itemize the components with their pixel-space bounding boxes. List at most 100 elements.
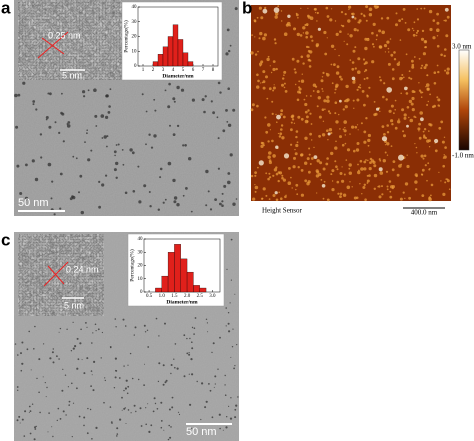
particle xyxy=(254,36,256,38)
particle xyxy=(278,135,282,138)
particle xyxy=(342,108,345,111)
particle xyxy=(273,38,277,41)
particle xyxy=(386,142,390,146)
particle xyxy=(357,57,361,61)
particle xyxy=(21,362,24,365)
particle xyxy=(335,32,339,37)
particle xyxy=(302,32,305,34)
particle xyxy=(20,352,22,355)
particle xyxy=(303,98,306,101)
particle xyxy=(426,139,430,143)
particle xyxy=(86,129,88,131)
particle xyxy=(363,183,366,186)
particle xyxy=(389,38,392,40)
particle xyxy=(87,158,91,162)
particle xyxy=(356,98,360,102)
particle xyxy=(118,377,121,379)
particle xyxy=(267,140,270,143)
particle xyxy=(79,342,82,345)
particle xyxy=(373,5,376,8)
particle xyxy=(93,88,97,92)
particle xyxy=(305,31,309,35)
particle xyxy=(434,149,438,153)
particle xyxy=(349,34,353,38)
particle xyxy=(272,194,276,197)
particle xyxy=(205,318,208,320)
particle xyxy=(344,13,347,16)
particle xyxy=(21,341,24,344)
particle xyxy=(154,109,157,112)
particle xyxy=(269,176,272,179)
particle xyxy=(38,358,41,361)
particle xyxy=(293,156,296,160)
particle xyxy=(307,46,310,49)
particle xyxy=(426,74,429,77)
particle xyxy=(121,396,123,399)
lattice-line xyxy=(43,261,69,287)
particle xyxy=(390,145,393,148)
particle xyxy=(402,7,406,11)
particle xyxy=(86,132,88,135)
particle xyxy=(158,335,160,337)
particle xyxy=(356,124,359,126)
particle xyxy=(330,131,333,135)
y-axis-label: Percentage(%) xyxy=(122,20,129,53)
particle xyxy=(50,197,53,200)
particle xyxy=(229,153,233,157)
particle xyxy=(401,18,404,21)
particle xyxy=(365,5,369,9)
particle xyxy=(300,169,304,172)
particle xyxy=(52,348,54,350)
particle xyxy=(207,190,210,193)
y-tick-label: 0 xyxy=(134,64,137,69)
bar xyxy=(186,271,194,293)
bar xyxy=(199,287,207,293)
particle xyxy=(109,88,112,91)
particle xyxy=(327,110,331,113)
panel-label: b xyxy=(242,0,252,17)
particle xyxy=(408,70,411,73)
channel-label: Height Sensor xyxy=(262,207,303,215)
particle xyxy=(331,180,334,182)
bar xyxy=(174,244,181,293)
particle xyxy=(205,433,207,435)
particle xyxy=(446,178,449,180)
particle xyxy=(270,71,273,74)
particle xyxy=(283,70,287,74)
particle xyxy=(275,198,279,202)
x-axis-label: Diameter/nm xyxy=(166,299,198,305)
particle xyxy=(418,82,420,84)
particle xyxy=(169,124,171,127)
particle xyxy=(368,13,373,17)
particle xyxy=(411,90,415,93)
particle xyxy=(226,28,230,32)
particle xyxy=(408,76,411,79)
particle xyxy=(339,135,342,139)
particle xyxy=(411,96,415,101)
particle xyxy=(420,67,423,70)
particle xyxy=(191,373,194,376)
particle xyxy=(277,179,280,183)
particle xyxy=(343,40,345,42)
particle xyxy=(321,88,324,90)
particle xyxy=(227,123,232,128)
particle xyxy=(329,18,333,22)
particle xyxy=(426,104,429,106)
particle xyxy=(381,193,384,196)
particle xyxy=(322,120,325,123)
particle xyxy=(329,112,332,115)
x-tick-label: 3.0 xyxy=(209,294,216,299)
particle xyxy=(190,210,193,213)
particle xyxy=(341,179,345,183)
particle xyxy=(64,374,67,376)
particle xyxy=(403,116,407,120)
particle xyxy=(256,16,259,19)
particle xyxy=(228,405,230,407)
particle xyxy=(116,427,119,430)
particle xyxy=(160,420,163,422)
particle xyxy=(351,186,353,188)
particle xyxy=(222,429,224,431)
y-tick-label: 20 xyxy=(138,264,144,269)
particle xyxy=(252,197,256,201)
particle xyxy=(173,100,176,103)
